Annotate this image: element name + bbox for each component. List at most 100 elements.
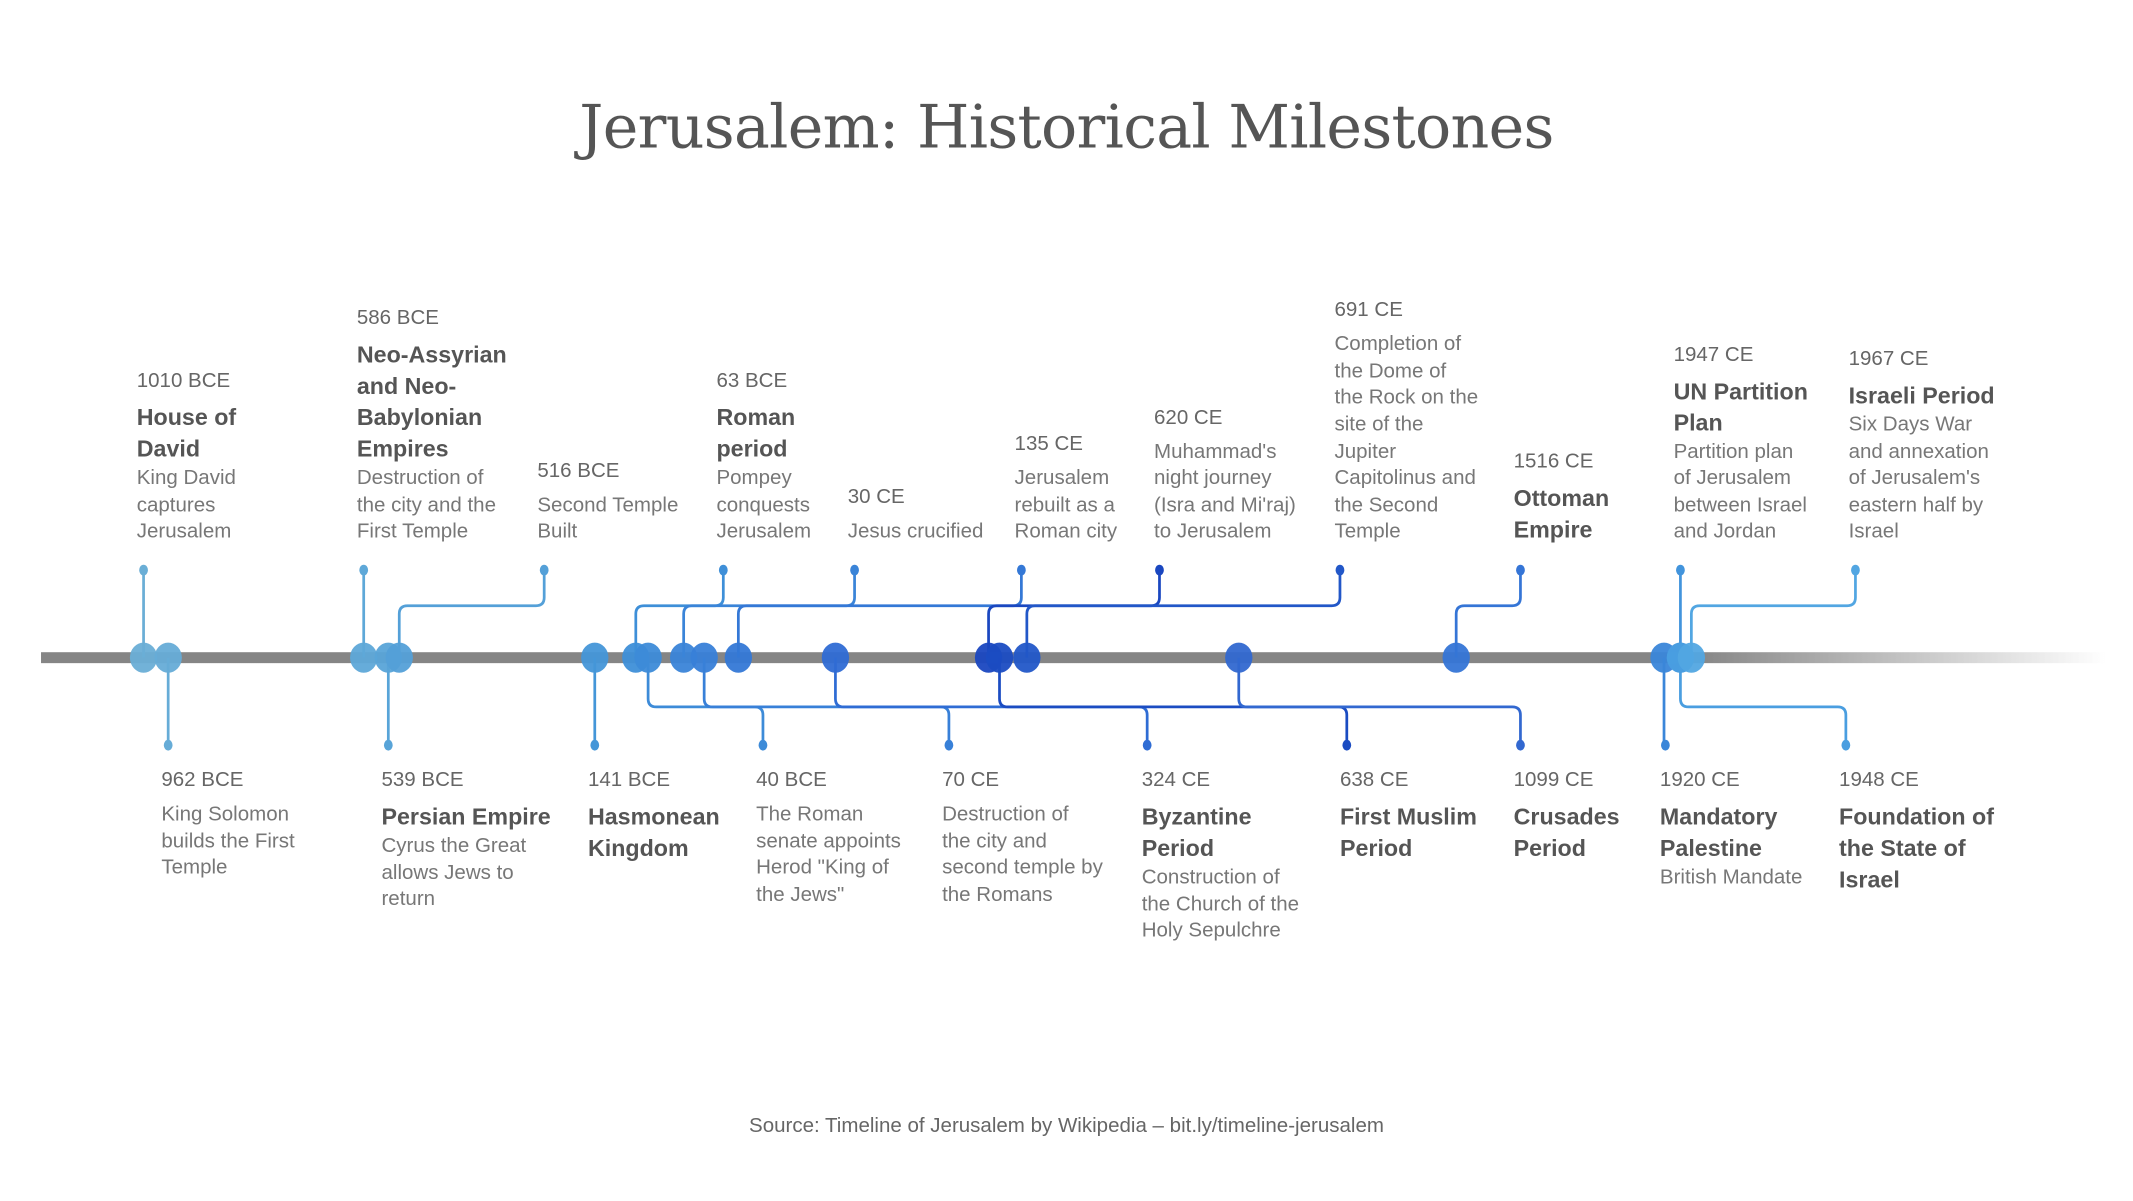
connector-end-dot xyxy=(1851,564,1860,576)
event-date: 586 BCE xyxy=(356,306,439,330)
event-marker[interactable] xyxy=(350,642,378,673)
connector-end-dot xyxy=(1516,564,1525,576)
event-label: 1010 BCE House of David King David capture… xyxy=(137,367,328,546)
event-label: 135 CE Jerusalem rebuilt as a Roman city xyxy=(1015,430,1206,546)
event-label: 63 BCE Roman period Pompey conquests Jerus… xyxy=(716,367,907,546)
event-title: Hasmonean Kingdom xyxy=(587,803,720,862)
connector-end-dot xyxy=(1335,564,1345,576)
event-label: 30 CE Jesus crucified xyxy=(848,483,1039,545)
event-description: The Roman senate appoints Herod "King of… xyxy=(756,802,901,907)
connector-end-dot xyxy=(1516,739,1525,751)
event-description: Six Days War and annexation of Jerusalem… xyxy=(1848,412,1989,544)
event-label: 70 CE Destruction of the city and second … xyxy=(942,766,1133,909)
source-caption: Source: Timeline of Jerusalem by Wikiped… xyxy=(749,1114,1384,1138)
connector-line xyxy=(702,657,951,746)
event-date: 63 BCE xyxy=(716,369,788,393)
event-label: 1516 CE Ottoman Empire xyxy=(1514,447,1705,545)
event-date: 516 BCE xyxy=(537,459,620,483)
event-date: 1947 CE xyxy=(1673,342,1754,366)
connector-end-dot xyxy=(1841,739,1851,751)
event-marker[interactable] xyxy=(1677,642,1706,673)
event-description: Jesus crucified xyxy=(847,520,984,544)
connector-end-dot xyxy=(139,564,148,576)
event-title: Persian Empire xyxy=(381,803,551,830)
event-date: 539 BCE xyxy=(381,768,464,792)
connector-end-dot xyxy=(163,739,173,751)
event-description: Destruction of the city and the First Te… xyxy=(356,466,496,544)
connector-end-dot xyxy=(1661,739,1670,751)
event-marker[interactable] xyxy=(1225,642,1253,673)
event-marker[interactable] xyxy=(385,642,413,673)
event-date: 40 BCE xyxy=(756,768,827,792)
event-title: Neo-Assyrian and Neo- Babylonian Empires xyxy=(356,342,507,463)
event-marker[interactable] xyxy=(1442,642,1470,673)
connector-end-dot xyxy=(359,564,369,576)
event-date: 1920 CE xyxy=(1659,768,1740,792)
connector-end-dot xyxy=(539,564,549,576)
connector-line xyxy=(1237,657,1522,746)
connector-line xyxy=(1679,657,1848,746)
event-marker[interactable] xyxy=(154,642,182,673)
connector-end-dot xyxy=(718,564,728,576)
event-marker[interactable] xyxy=(985,642,1014,673)
event-title: Israeli Period xyxy=(1848,382,1995,409)
event-description: Partition plan of Jerusalem between Isra… xyxy=(1673,439,1807,544)
connector-line xyxy=(987,570,1161,658)
event-label: 586 BCE Neo-Assyrian and Neo- Babylonian … xyxy=(357,304,548,546)
event-label: 1947 CE UN Partition Plan Partition plan o… xyxy=(1674,340,1865,546)
connector-end-dot xyxy=(1142,739,1152,751)
event-title: First Muslim Period xyxy=(1339,803,1477,862)
event-date: 691 CE xyxy=(1334,298,1403,322)
event-date: 1516 CE xyxy=(1513,449,1594,474)
event-description: King David captures Jerusalem xyxy=(136,466,236,544)
event-marker[interactable] xyxy=(581,642,609,673)
connector-line xyxy=(1689,570,1857,658)
event-label: 1948 CE Foundation of the State of Israel xyxy=(1839,766,2030,896)
event-title: UN Partition Plan xyxy=(1673,378,1808,436)
connector-end-dot xyxy=(1676,564,1685,576)
event-description: King Solomon builds the First Temple xyxy=(161,802,295,880)
event-description: Construction of the Church of the Holy S… xyxy=(1141,865,1300,943)
event-title: Mandatory Palestine xyxy=(1659,803,1778,862)
connector-end-dot xyxy=(383,739,393,751)
event-label: 1967 CE Israeli Period Six Days War and an… xyxy=(1849,345,2040,546)
connector-end-dot xyxy=(1155,564,1164,576)
event-title: Crusades Period xyxy=(1513,803,1620,862)
event-marker[interactable] xyxy=(690,642,718,673)
event-marker[interactable] xyxy=(821,642,850,673)
connector-end-dot xyxy=(850,564,859,576)
event-title: House of David xyxy=(136,405,237,463)
connector-end-dot xyxy=(758,739,768,751)
connector-line xyxy=(736,570,1023,658)
event-date: 1967 CE xyxy=(1848,347,1929,371)
event-date: 620 CE xyxy=(1154,405,1223,429)
event-date: 1010 BCE xyxy=(136,369,231,393)
event-description: British Mandate xyxy=(1659,865,1803,889)
connector-end-dot xyxy=(1342,739,1352,751)
event-title: Roman period xyxy=(716,405,796,463)
connector-line xyxy=(998,657,1349,746)
event-description: Jerusalem rebuilt as a Roman city xyxy=(1014,466,1118,544)
event-date: 962 BCE xyxy=(161,768,244,792)
event-marker[interactable] xyxy=(1013,642,1041,673)
event-marker[interactable] xyxy=(634,642,662,673)
event-marker[interactable] xyxy=(669,642,698,673)
event-description: Muhammad's night journey (Isra and Mi'ra… xyxy=(1154,439,1296,544)
connector-line xyxy=(646,657,765,746)
event-label: 962 BCE King Solomon builds the First Tem… xyxy=(161,766,352,882)
event-marker[interactable] xyxy=(724,642,753,673)
event-title: Foundation of the State of Israel xyxy=(1839,803,1994,893)
event-label: 539 BCE Persian Empire Cyrus the Great all… xyxy=(381,766,572,913)
event-label: 691 CE Completion of the Dome of the Rock… xyxy=(1334,296,1525,546)
connector-line xyxy=(834,657,1149,746)
connector-line xyxy=(1025,570,1342,658)
event-description: Cyrus the Great allows Jews to return xyxy=(381,834,527,911)
event-label: 1920 CE Mandatory Palestine British Mandat… xyxy=(1660,766,1851,891)
event-label: 40 BCE The Roman senate appoints Herod "K… xyxy=(756,766,947,909)
page-title: Jerusalem: Historical Milestones xyxy=(579,92,1554,163)
event-marker[interactable] xyxy=(129,642,158,673)
event-date: 324 CE xyxy=(1141,768,1211,792)
event-label: 324 CE Byzantine Period Construction of th… xyxy=(1142,766,1333,945)
connector-end-dot xyxy=(1017,564,1026,576)
